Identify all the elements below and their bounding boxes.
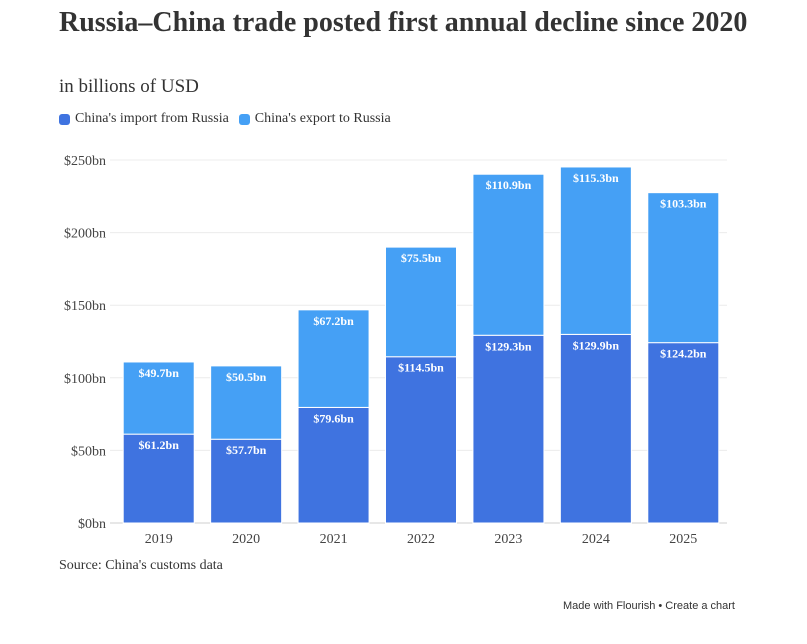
bar-import-2025 xyxy=(647,342,720,524)
flourish-footer[interactable]: Made with Flourish • Create a chart xyxy=(563,600,735,612)
data-label: $75.5bn xyxy=(401,251,442,265)
legend-swatch-export xyxy=(238,113,250,125)
data-label: $103.3bn xyxy=(660,197,707,211)
y-tick-label: $0bn xyxy=(78,517,106,532)
bar-export-2024 xyxy=(559,166,632,335)
bar-import-2021 xyxy=(297,406,370,524)
x-tick-label: 2020 xyxy=(232,532,260,547)
chart-title: Russia–China trade posted first annual d… xyxy=(59,7,748,38)
y-tick-label: $50bn xyxy=(71,444,106,459)
bar-import-2020 xyxy=(210,438,283,524)
bar-export-2019 xyxy=(122,361,195,435)
data-label: $49.7bn xyxy=(139,366,180,380)
bar-export-2021 xyxy=(297,309,370,408)
y-tick-label: $150bn xyxy=(64,299,106,314)
stacked-bar-chart: $0bn $50bn $100bn $150bn $200bn $250bn $61.2bn… xyxy=(64,154,727,547)
data-label: $50.5bn xyxy=(226,370,267,384)
data-label: $110.9bn xyxy=(486,178,532,192)
y-tick-label: $100bn xyxy=(64,372,106,387)
data-label: $129.9bn xyxy=(573,338,620,352)
x-tick-label: 2023 xyxy=(494,532,522,547)
data-label: $79.6bn xyxy=(313,411,354,425)
chart-subtitle: in billions of USD xyxy=(59,76,199,97)
x-tick-label: 2025 xyxy=(669,532,697,547)
x-tick-label: 2024 xyxy=(582,532,610,547)
data-label: $115.3bn xyxy=(573,171,619,185)
source-note: Source: China's customs data xyxy=(59,558,223,573)
bar-import-2024 xyxy=(559,333,632,524)
bar-import-2023 xyxy=(472,334,545,524)
legend-swatch-import xyxy=(59,113,70,125)
data-label: $114.5bn xyxy=(398,361,444,375)
data-label: $124.2bn xyxy=(660,347,707,361)
legend-item-export[interactable]: China's export to Russia xyxy=(238,111,391,127)
bar-import-2022 xyxy=(385,356,457,524)
x-tick-label: 2021 xyxy=(320,532,348,547)
legend-label-export: China's export to Russia xyxy=(254,111,391,126)
bar-export-2020 xyxy=(210,365,283,440)
data-label: $129.3bn xyxy=(485,339,532,353)
y-tick-label: $250bn xyxy=(64,154,106,169)
bar-export-2023 xyxy=(472,173,545,336)
data-label: $57.7bn xyxy=(226,443,267,457)
data-label: $67.2bn xyxy=(313,314,354,328)
x-tick-label: 2022 xyxy=(407,532,435,547)
bar-export-2025 xyxy=(647,192,720,344)
legend: China's import from Russia China's expor… xyxy=(59,111,391,127)
x-tick-label: 2019 xyxy=(145,532,173,547)
bar-import-2019 xyxy=(122,433,195,524)
data-label: $61.2bn xyxy=(139,438,180,452)
legend-label-import: China's import from Russia xyxy=(75,111,229,126)
legend-item-import[interactable]: China's import from Russia xyxy=(59,111,229,127)
y-tick-label: $200bn xyxy=(64,227,106,242)
bar-export-2022 xyxy=(385,246,457,358)
